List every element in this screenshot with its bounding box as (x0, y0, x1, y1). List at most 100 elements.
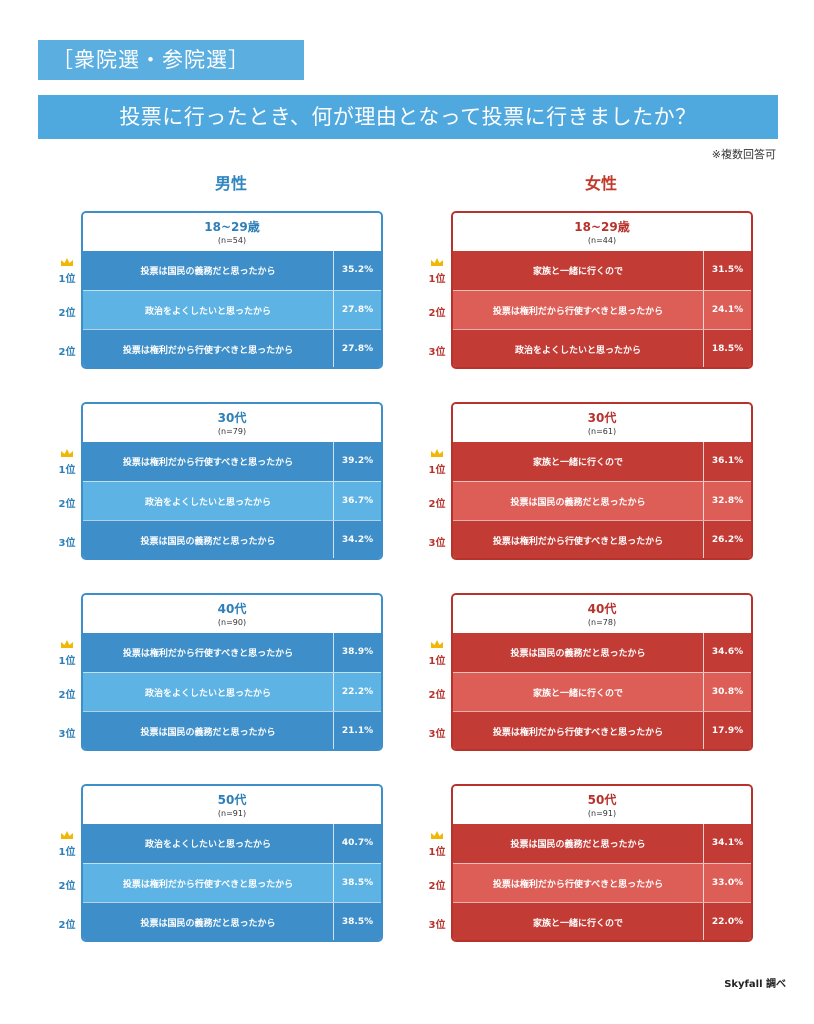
reason-label: 家族と一緒に行くので (532, 688, 623, 699)
age-group-title: 50代 (587, 793, 617, 807)
percentage-value: 39.2% (333, 442, 381, 481)
ranking-card-male: 40代 (n=90) 投票は権利だから行使すべきと思ったから 38.9% 政治をよくした… (81, 593, 383, 751)
ranking-row: 投票は国民の義務だと思ったから 34.6% (453, 633, 751, 672)
percentage-value: 40.7% (333, 824, 381, 863)
ranking-row: 政治をよくしたいと思ったから 22.2% (83, 672, 381, 711)
percentage-value: 38.9% (333, 633, 381, 672)
multiple-answer-note: ※複数回答可 (711, 148, 776, 161)
sample-size: (n=61) (587, 427, 617, 436)
reason-label: 政治をよくしたいと思ったから (144, 840, 271, 850)
reason-label: 投票は権利だから行使すべきと思ったから (492, 536, 664, 547)
reason-label: 投票は国民の義務だと思ったから (140, 536, 276, 547)
sample-size: (n=91) (587, 809, 617, 818)
age-group-title: 30代 (587, 411, 617, 425)
reason-label: 家族と一緒に行くので (532, 267, 623, 277)
rank-label: 1位 (428, 273, 446, 285)
rank-label: 1位 (428, 846, 446, 858)
source-credit: Skyfall 調べ (724, 979, 786, 990)
percentage-value: 38.5% (333, 903, 381, 940)
ranking-row: 家族と一緒に行くので 31.5% (453, 251, 751, 290)
rank-label: 1位 (58, 846, 76, 858)
reason-label: 政治をよくしたいと思ったから (144, 497, 271, 508)
rank-label: 3位 (428, 728, 446, 740)
percentage-value: 24.1% (703, 291, 751, 329)
rank-label: 2位 (428, 880, 446, 892)
ranking-row: 投票は権利だから行使すべきと思ったから 38.9% (83, 633, 381, 672)
ranking-row: 投票は権利だから行使すべきと思ったから 27.8% (83, 329, 381, 367)
sample-size: (n=91) (217, 809, 247, 818)
percentage-value: 36.1% (703, 442, 751, 481)
card-header: 30代 (n=61) (453, 404, 751, 442)
reason-label: 投票は権利だから行使すべきと思ったから (492, 879, 664, 890)
ranking-row: 政治をよくしたいと思ったから 36.7% (83, 481, 381, 520)
ranking-row: 投票は国民の義務だと思ったから 38.5% (83, 902, 381, 940)
sample-size: (n=79) (217, 427, 247, 436)
card-header: 30代 (n=79) (83, 404, 381, 442)
reason-label: 投票は国民の義務だと思ったから (510, 840, 646, 850)
crown-icon (61, 257, 73, 266)
rank-label: 2位 (58, 346, 76, 358)
rank-label: 1位 (58, 273, 76, 285)
age-group-title: 50代 (217, 793, 247, 807)
reason-label: 投票は国民の義務だと思ったから (140, 727, 276, 738)
ranking-row: 家族と一緒に行くので 22.0% (453, 902, 751, 940)
reason-label: 家族と一緒に行くので (532, 918, 623, 929)
sample-size: (n=90) (217, 618, 247, 627)
ranking-row: 投票は権利だから行使すべきと思ったから 26.2% (453, 520, 751, 558)
ranking-card-male: 18~29歳 (n=54) 投票は国民の義務だと思ったから 35.2% 政治をよくしたい… (81, 211, 383, 369)
ranking-row: 投票は権利だから行使すべきと思ったから 24.1% (453, 290, 751, 329)
age-group-title: 30代 (217, 411, 247, 425)
percentage-value: 18.5% (703, 330, 751, 367)
percentage-value: 31.5% (703, 251, 751, 290)
ranking-row: 投票は権利だから行使すべきと思ったから 38.5% (83, 863, 381, 902)
percentage-value: 27.8% (333, 291, 381, 329)
rank-label: 3位 (58, 537, 76, 549)
rank-label: 3位 (428, 346, 446, 358)
rank-label: 3位 (428, 919, 446, 931)
crown-icon (431, 639, 443, 648)
card-header: 40代 (n=78) (453, 595, 751, 633)
crown-icon (61, 639, 73, 648)
ranking-row: 投票は国民の義務だと思ったから 34.2% (83, 520, 381, 558)
ranking-row: 投票は国民の義務だと思ったから 35.2% (83, 251, 381, 290)
ranking-row: 投票は国民の義務だと思ったから 21.1% (83, 711, 381, 749)
age-group-title: 40代 (587, 602, 617, 616)
rank-label: 2位 (428, 498, 446, 510)
ranking-row: 投票は権利だから行使すべきと思ったから 17.9% (453, 711, 751, 749)
rank-label: 2位 (58, 919, 76, 931)
ranking-card-female: 30代 (n=61) 家族と一緒に行くので 36.1% 投票は国民の義務だと思ったから 3… (451, 402, 753, 560)
reason-label: 投票は権利だから行使すべきと思ったから (492, 727, 664, 738)
rank-label: 1位 (58, 464, 76, 476)
percentage-value: 30.8% (703, 673, 751, 711)
ranking-row: 家族と一緒に行くので 30.8% (453, 672, 751, 711)
sample-size: (n=78) (587, 618, 617, 627)
percentage-value: 22.0% (703, 903, 751, 940)
age-group-title: 18~29歳 (574, 220, 630, 234)
reason-label: 投票は権利だから行使すべきと思ったから (122, 458, 294, 468)
ranking-row: 投票は国民の義務だと思ったから 34.1% (453, 824, 751, 863)
card-header: 50代 (n=91) (453, 786, 751, 824)
rank-label: 1位 (428, 464, 446, 476)
reason-label: 投票は国民の義務だと思ったから (510, 649, 646, 659)
ranking-row: 投票は国民の義務だと思ったから 32.8% (453, 481, 751, 520)
percentage-value: 38.5% (333, 864, 381, 902)
female-heading: 女性 (584, 174, 617, 193)
ranking-card-male: 30代 (n=79) 投票は権利だから行使すべきと思ったから 39.2% 政治をよくした… (81, 402, 383, 560)
ranking-row: 投票は権利だから行使すべきと思ったから 33.0% (453, 863, 751, 902)
ranking-row: 政治をよくしたいと思ったから 27.8% (83, 290, 381, 329)
question-banner: 投票に行ったとき、何が理由となって投票に行きましたか？ (38, 95, 778, 139)
age-group-title: 40代 (217, 602, 247, 616)
ranking-card-male: 50代 (n=91) 政治をよくしたいと思ったから 40.7% 投票は権利だから行使すべ… (81, 784, 383, 942)
percentage-value: 34.6% (703, 633, 751, 672)
percentage-value: 36.7% (333, 482, 381, 520)
percentage-value: 33.0% (703, 864, 751, 902)
percentage-value: 26.2% (703, 521, 751, 558)
crown-icon (61, 448, 73, 457)
reason-label: 投票は権利だから行使すべきと思ったから (122, 879, 294, 890)
reason-label: 投票は国民の義務だと思ったから (510, 497, 646, 508)
reason-label: 投票は権利だから行使すべきと思ったから (492, 306, 664, 317)
percentage-value: 34.2% (333, 521, 381, 558)
rank-label: 2位 (428, 689, 446, 701)
rank-label: 1位 (428, 655, 446, 667)
rank-label: 2位 (58, 307, 76, 319)
